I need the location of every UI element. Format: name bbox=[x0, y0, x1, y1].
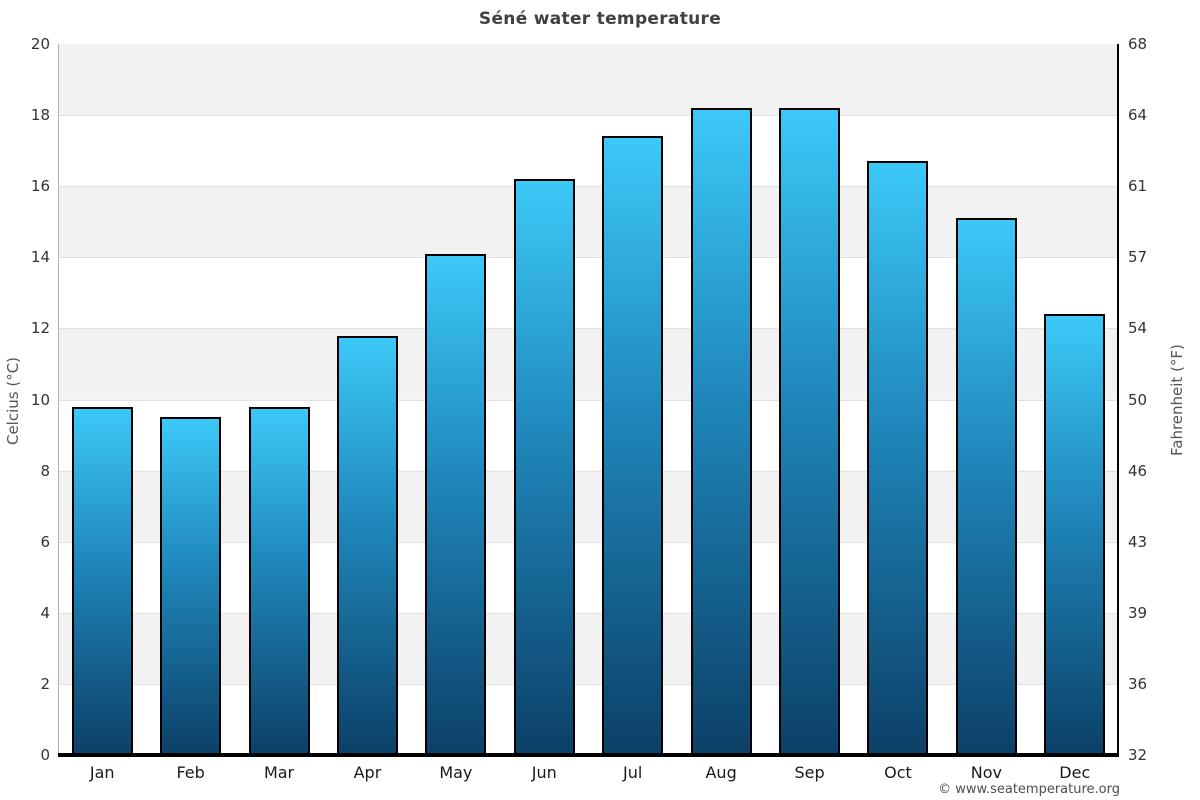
ytick-celsius-2: 2 bbox=[40, 674, 50, 693]
bar-mar[interactable] bbox=[248, 406, 310, 755]
bar-aug[interactable] bbox=[690, 108, 752, 755]
ytick-celsius-14: 14 bbox=[30, 248, 50, 267]
seatemperature-link[interactable]: © www.seatemperature.org bbox=[938, 782, 1120, 797]
gridline-14 bbox=[58, 257, 1119, 259]
bar-jul[interactable] bbox=[602, 136, 664, 755]
gridline-2 bbox=[58, 683, 1119, 685]
x-axis-baseline bbox=[58, 753, 1119, 757]
bar-oct[interactable] bbox=[867, 161, 929, 755]
ytick-fahrenheit-46: 46 bbox=[1128, 461, 1148, 480]
ytick-fahrenheit-57: 57 bbox=[1128, 248, 1148, 267]
bar-nov[interactable] bbox=[955, 218, 1017, 755]
bar-may[interactable] bbox=[425, 253, 487, 755]
ytick-celsius-12: 12 bbox=[30, 319, 50, 338]
y-axis-title-fahrenheit: Fahrenheit (°F) bbox=[1168, 344, 1186, 456]
y-axis-line-fahrenheit bbox=[1117, 44, 1119, 755]
ytick-celsius-20: 20 bbox=[30, 35, 50, 53]
xlabel-oct: Oct bbox=[884, 763, 912, 782]
gridline-10 bbox=[58, 399, 1119, 401]
gridline-6 bbox=[58, 541, 1119, 543]
gridline-12 bbox=[58, 328, 1119, 330]
ytick-celsius-8: 8 bbox=[40, 461, 50, 480]
y-axis-line-celsius bbox=[58, 44, 59, 755]
ytick-fahrenheit-43: 43 bbox=[1128, 532, 1148, 551]
bar-jan[interactable] bbox=[71, 406, 133, 755]
bar-dec[interactable] bbox=[1044, 314, 1106, 755]
xlabel-aug: Aug bbox=[705, 763, 737, 782]
ytick-celsius-10: 10 bbox=[30, 390, 50, 409]
xlabel-may: May bbox=[439, 763, 473, 782]
ytick-celsius-18: 18 bbox=[30, 106, 50, 125]
ytick-celsius-4: 4 bbox=[40, 603, 50, 622]
ytick-fahrenheit-54: 54 bbox=[1128, 319, 1148, 338]
plot-area bbox=[58, 44, 1119, 757]
ytick-fahrenheit-39: 39 bbox=[1128, 603, 1148, 622]
bar-apr[interactable] bbox=[336, 335, 398, 755]
xlabel-mar: Mar bbox=[263, 763, 295, 782]
ytick-fahrenheit-61: 61 bbox=[1128, 177, 1148, 196]
xlabel-sep: Sep bbox=[794, 763, 825, 782]
ytick-fahrenheit-68: 68 bbox=[1128, 35, 1148, 53]
xlabel-jan: Jan bbox=[89, 763, 115, 782]
gridline-18 bbox=[58, 115, 1119, 117]
bar-jun[interactable] bbox=[513, 179, 575, 755]
ytick-celsius-6: 6 bbox=[40, 532, 50, 551]
xlabel-apr: Apr bbox=[353, 763, 382, 782]
xlabel-nov: Nov bbox=[970, 763, 1002, 782]
gridline-16 bbox=[58, 186, 1119, 188]
ytick-fahrenheit-50: 50 bbox=[1128, 390, 1148, 409]
gridline-4 bbox=[58, 612, 1119, 614]
copyright-credit: © www.seatemperature.org bbox=[0, 778, 1120, 797]
xlabel-jun: Jun bbox=[531, 763, 557, 782]
xlabel-jul: Jul bbox=[623, 763, 643, 782]
ytick-fahrenheit-32: 32 bbox=[1128, 746, 1148, 764]
chart-title: Séné water temperature bbox=[478, 9, 722, 29]
xlabel-dec: Dec bbox=[1059, 763, 1091, 782]
ytick-celsius-16: 16 bbox=[30, 177, 50, 196]
bar-feb[interactable] bbox=[160, 417, 222, 755]
ytick-fahrenheit-64: 64 bbox=[1128, 106, 1148, 125]
gridline-8 bbox=[58, 470, 1119, 472]
ytick-celsius-0: 0 bbox=[40, 746, 50, 764]
ytick-fahrenheit-36: 36 bbox=[1128, 674, 1148, 693]
bar-sep[interactable] bbox=[779, 108, 841, 755]
xlabel-feb: Feb bbox=[176, 763, 205, 782]
